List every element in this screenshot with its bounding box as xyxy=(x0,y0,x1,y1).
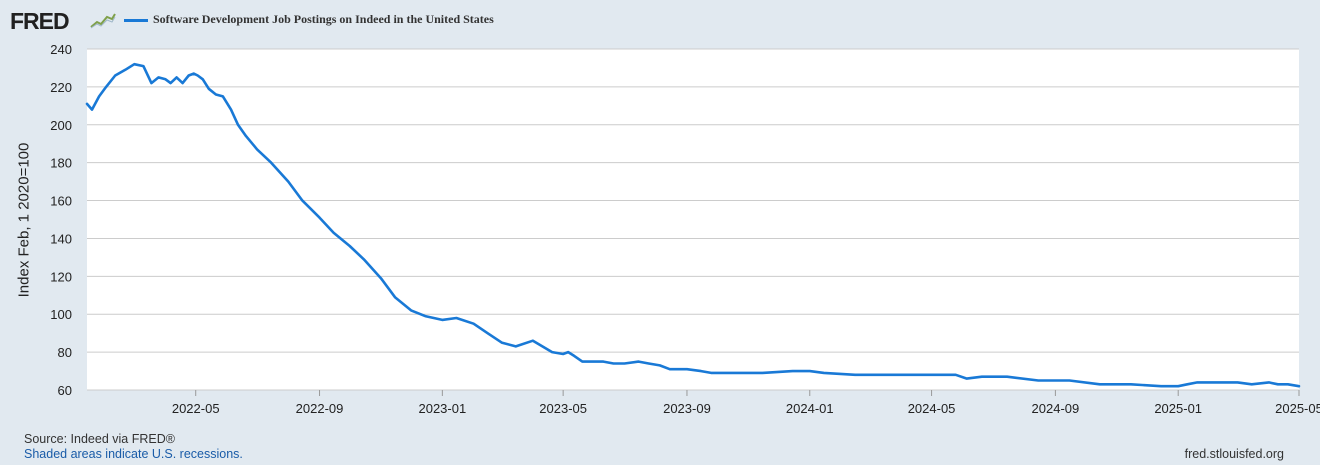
x-tick-label: 2025-01 xyxy=(1154,401,1202,416)
series-group xyxy=(85,62,1301,388)
y-tick-label: 120 xyxy=(50,269,72,284)
y-axis-label: Index Feb, 1 2020=100 xyxy=(15,142,33,298)
x-tick-label: 2023-01 xyxy=(418,401,466,416)
y-tick-label: 140 xyxy=(50,231,72,246)
y-tick-label: 200 xyxy=(50,118,72,133)
y-tick-label: 220 xyxy=(50,80,72,95)
y-axis-ticks: 60 80 100 120 140 160 180 200 220 240 xyxy=(50,42,72,398)
x-tick-label: 2024-01 xyxy=(786,401,834,416)
plot-area xyxy=(87,49,1299,390)
fred-logo[interactable]: FRED xyxy=(10,8,70,34)
y-tick-label: 80 xyxy=(58,345,72,360)
site-link[interactable]: fred.stlouisfed.org xyxy=(1184,447,1284,461)
x-tick-label: 2024-09 xyxy=(1032,401,1080,416)
line-graph-icon xyxy=(90,11,116,29)
x-tick-label: 2022-09 xyxy=(296,401,344,416)
y-tick-label: 180 xyxy=(50,156,72,171)
gridlines xyxy=(87,48,1299,391)
legend-swatch xyxy=(124,19,148,22)
x-tick-label: 2024-05 xyxy=(908,401,956,416)
x-tick-label: 2023-09 xyxy=(663,401,711,416)
y-tick-label: 60 xyxy=(58,383,72,398)
x-axis-ticks: 2022-05 2022-09 2023-01 2023-05 2023-09 2024-… xyxy=(172,390,1320,416)
x-tick-label: 2025-05 xyxy=(1275,401,1320,416)
series-line[interactable] xyxy=(85,62,1301,388)
recession-note-link[interactable]: Shaded areas indicate U.S. recessions. xyxy=(24,447,243,461)
x-tick-label: 2023-05 xyxy=(539,401,587,416)
x-tick-label: 2022-05 xyxy=(172,401,220,416)
chart-header: FRED Software Development Job Postings o… xyxy=(0,0,1320,40)
y-tick-label: 100 xyxy=(50,307,72,322)
y-tick-label: 240 xyxy=(50,42,72,57)
y-tick-label: 160 xyxy=(50,194,72,209)
legend-label: Software Development Job Postings on Ind… xyxy=(153,12,494,26)
source-note: Source: Indeed via FRED® xyxy=(24,432,175,446)
